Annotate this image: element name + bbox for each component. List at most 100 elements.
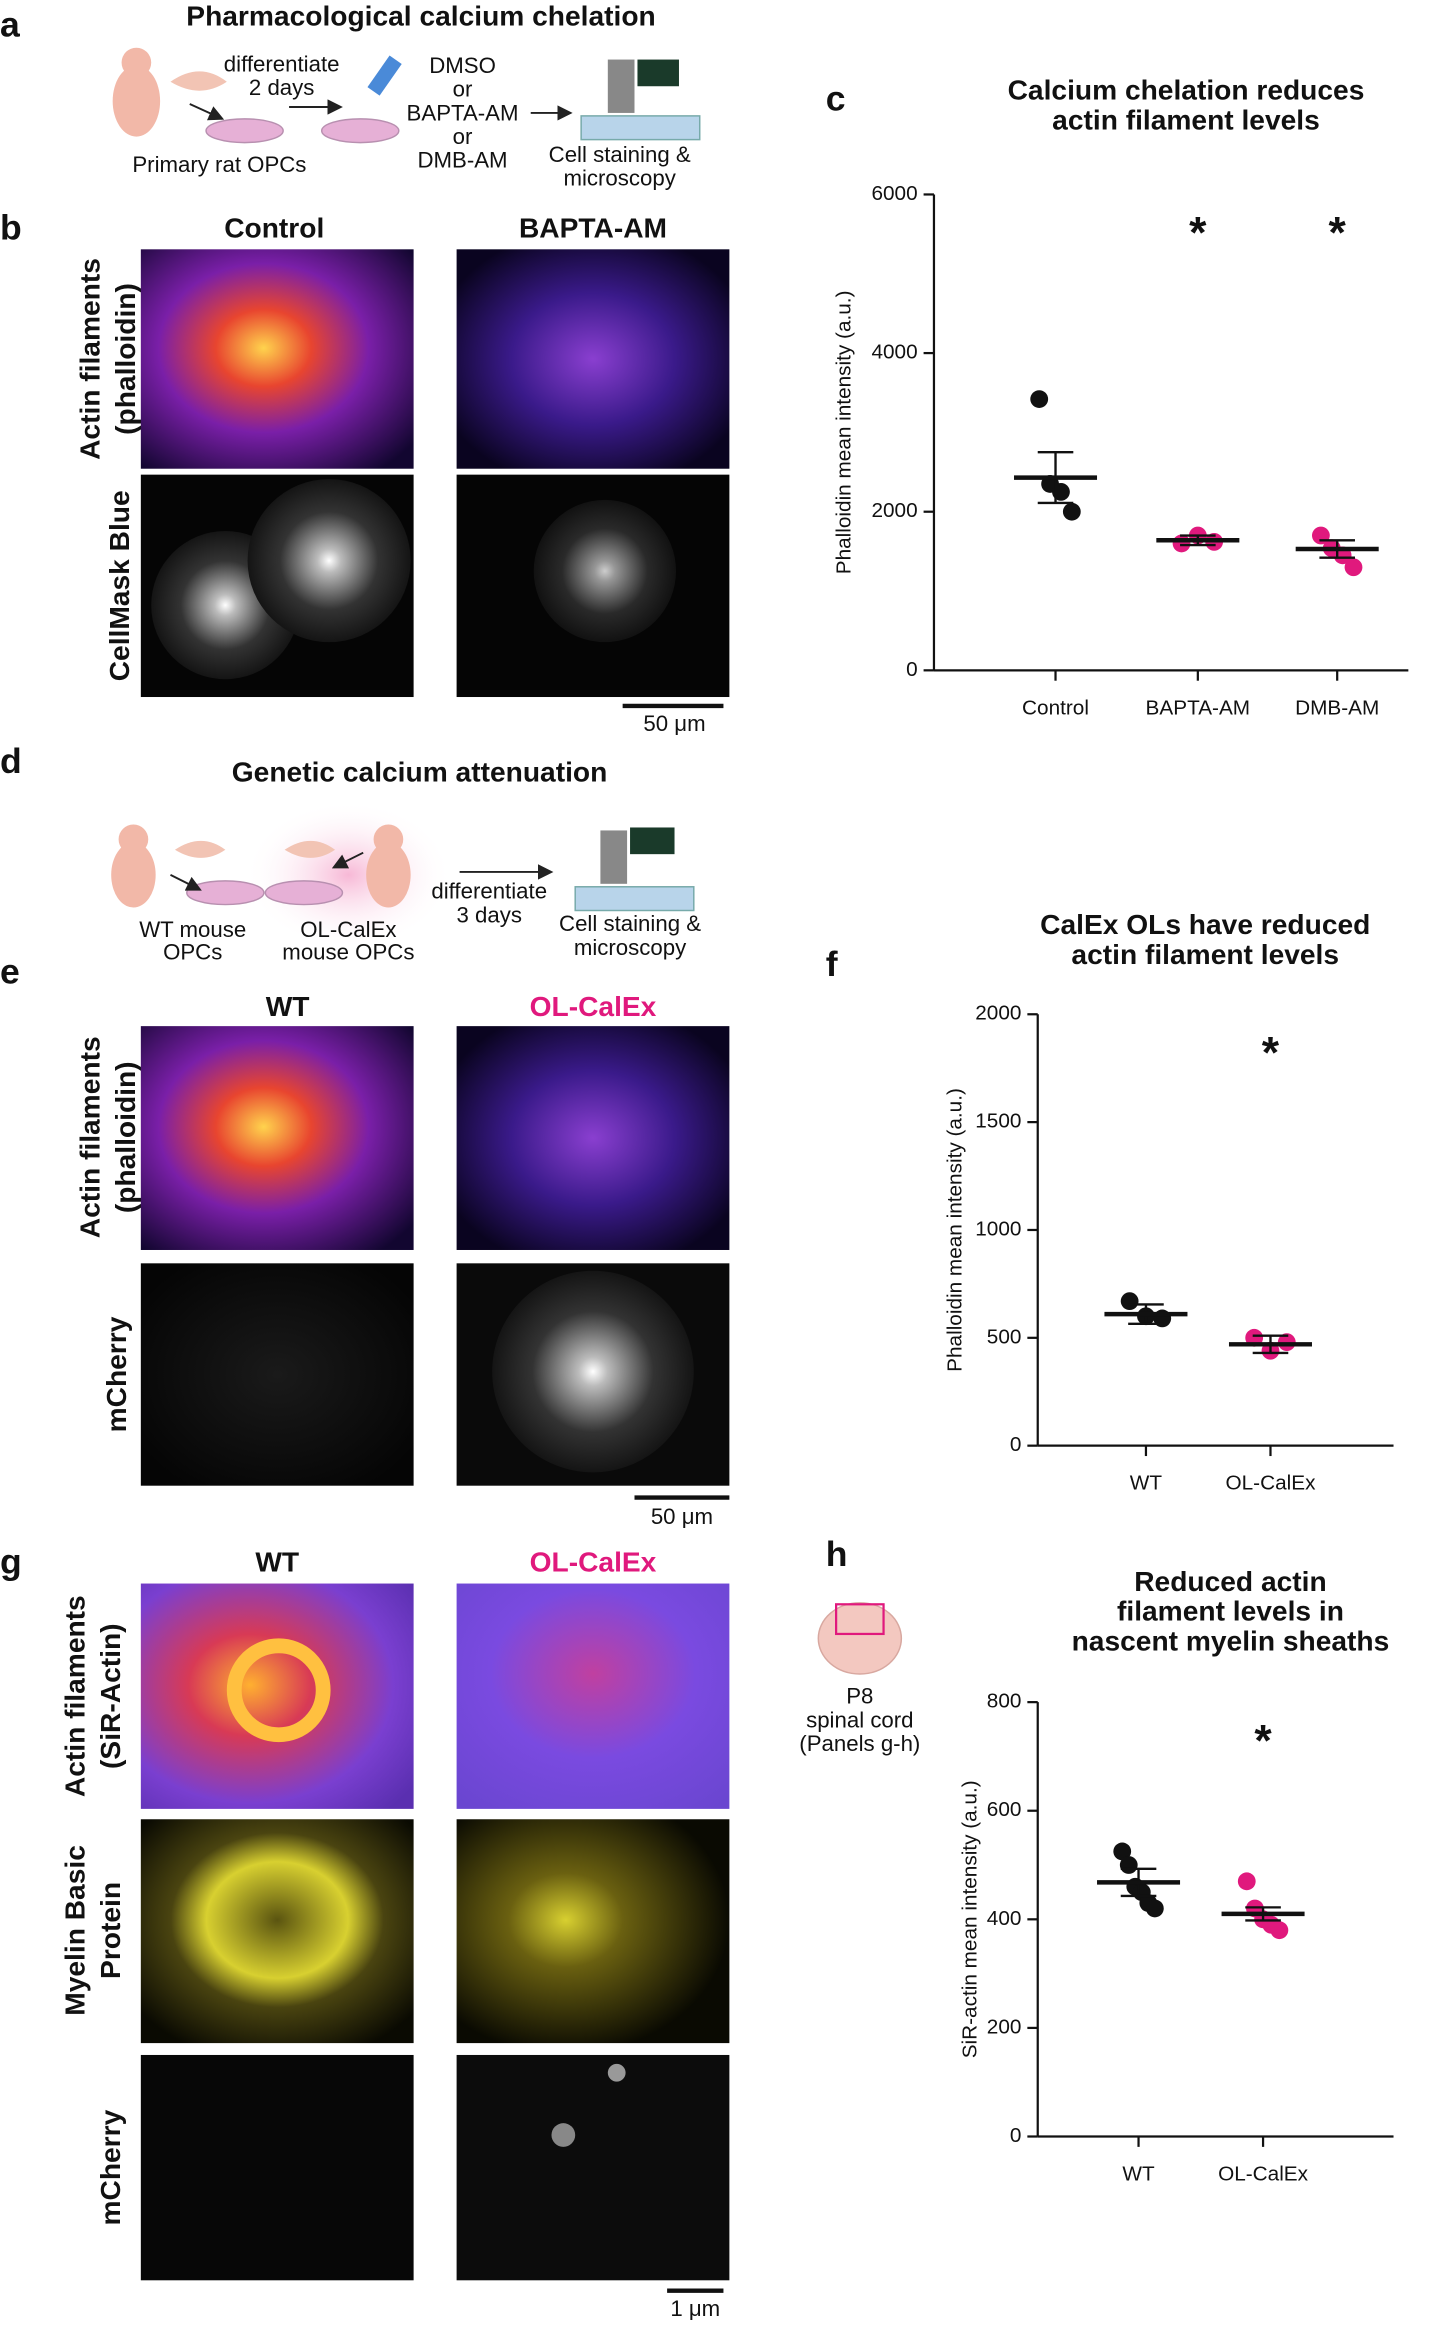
chart-title: nascent myelin sheaths: [1072, 1625, 1390, 1656]
y-tick-label: 2000: [871, 499, 917, 522]
panel-title: Genetic calcium attenuation: [232, 757, 608, 788]
label: OL-CalEx: [300, 917, 396, 942]
label: DMB-AM: [417, 148, 507, 173]
label: (Panels g-h): [799, 1731, 920, 1756]
scale-label: 50 μm: [651, 1504, 713, 1529]
scale-label: 1 μm: [670, 2296, 720, 2321]
panel-letter: b: [0, 207, 22, 247]
y-tick-label: 400: [987, 1907, 1022, 1930]
label: differentiate: [224, 51, 340, 76]
x-tick-label: DMB-AM: [1295, 696, 1379, 719]
column-header: OL-CalEx: [530, 1547, 657, 1578]
schematic-icons: [111, 800, 695, 950]
replicate-mean: [1120, 1292, 1139, 1311]
micrographs: [140, 1026, 730, 1486]
label: or: [453, 124, 473, 149]
panel-letter: e: [0, 952, 20, 992]
row-label: CellMask Blue: [104, 490, 135, 681]
y-tick-label: 500: [987, 1325, 1022, 1348]
label: Cell staining &: [549, 142, 691, 167]
replicate-mean: [1030, 390, 1049, 408]
column-header: Control: [224, 212, 324, 243]
y-axis-label: Phalloidin mean intensity (a.u.): [944, 1088, 967, 1372]
label: spinal cord: [806, 1707, 913, 1732]
arrow: [331, 851, 364, 869]
chart-title: actin filament levels: [1071, 939, 1339, 970]
y-tick-label: 2000: [975, 1002, 1021, 1025]
label: mouse OPCs: [282, 939, 414, 964]
row-label: Actin filaments: [74, 258, 105, 460]
x-tick-label: OL-CalEx: [1218, 2163, 1309, 2186]
schematic-icons: [112, 47, 701, 144]
label: microscopy: [574, 935, 687, 960]
column-header: WT: [255, 1547, 299, 1578]
row-label: (SiR-Actin): [95, 1623, 126, 1768]
panel-letter: c: [826, 78, 846, 118]
row-label: Myelin Basic: [60, 1845, 91, 2016]
y-tick-label: 4000: [871, 341, 917, 364]
micrographs: [140, 1583, 730, 2281]
y-tick-label: 800: [987, 1690, 1022, 1713]
significance: *: [1329, 209, 1347, 258]
spinal-cord-icon: [817, 1602, 903, 1675]
y-axis-label: Phalloidin mean intensity (a.u.): [832, 291, 855, 575]
y-axis-label: SiR-actin mean intensity (a.u.): [959, 1780, 982, 2058]
y-tick-label: 200: [987, 2015, 1022, 2038]
panel-letter: h: [826, 1534, 848, 1574]
micrographs: [140, 249, 730, 698]
x-tick-label: Control: [1022, 696, 1089, 719]
label: P8: [846, 1684, 873, 1709]
arrow: [189, 103, 225, 121]
label: Primary rat OPCs: [132, 152, 306, 177]
label: 3 days: [456, 902, 521, 927]
replicate-mean: [1145, 1899, 1164, 1918]
y-tick-label: 6000: [871, 182, 917, 205]
panel-letter: d: [0, 741, 22, 781]
chart-title: Calcium chelation reduces: [1008, 75, 1365, 106]
y-tick-label: 0: [1010, 2124, 1022, 2147]
column-header: WT: [266, 991, 310, 1022]
row-label: Actin filaments: [60, 1595, 91, 1797]
chart-title: CalEx OLs have reduced: [1040, 909, 1370, 940]
significance: *: [1262, 1029, 1280, 1078]
x-tick-label: WT: [1130, 1472, 1163, 1495]
panel-letter: f: [826, 944, 838, 984]
y-tick-label: 1000: [975, 1217, 1021, 1240]
panel-title: Pharmacological calcium chelation: [186, 0, 655, 31]
label: 2 days: [249, 75, 314, 100]
x-tick-label: WT: [1122, 2163, 1155, 2186]
replicate-mean: [1270, 1921, 1289, 1940]
column-header: BAPTA-AM: [519, 212, 667, 243]
chart-title: actin filament levels: [1052, 104, 1320, 135]
row-label: mCherry: [101, 1316, 132, 1432]
x-tick-label: OL-CalEx: [1226, 1472, 1317, 1495]
y-tick-label: 0: [906, 658, 918, 681]
label: DMSO: [429, 53, 496, 78]
x-tick-label: BAPTA-AM: [1146, 696, 1251, 719]
row-label: Protein: [95, 1882, 126, 1979]
replicate-mean: [1062, 502, 1081, 521]
label: OPCs: [163, 939, 222, 964]
y-tick-label: 600: [987, 1798, 1022, 1821]
label: or: [453, 77, 473, 102]
column-header: OL-CalEx: [530, 991, 657, 1022]
row-label: mCherry: [95, 2109, 126, 2225]
y-tick-label: 1500: [975, 1110, 1021, 1133]
replicate-mean: [1237, 1872, 1256, 1891]
scale-label: 50 μm: [643, 711, 705, 736]
replicate-mean: [1119, 1856, 1138, 1874]
label: microscopy: [563, 166, 676, 191]
replicate-mean: [1344, 558, 1363, 577]
row-label: Actin filaments: [74, 1036, 105, 1238]
label: differentiate: [431, 879, 547, 904]
row-label: (phalloidin): [110, 1061, 141, 1213]
label: WT mouse: [139, 917, 246, 942]
panel-letter: g: [0, 1542, 22, 1582]
row-label: (phalloidin): [110, 283, 141, 435]
chart-title: filament levels in: [1117, 1596, 1344, 1627]
arrow: [170, 874, 202, 891]
replicate-mean: [1113, 1842, 1132, 1861]
significance: *: [1189, 209, 1207, 258]
significance: *: [1254, 1716, 1272, 1765]
chart-title: Reduced actin: [1134, 1566, 1326, 1597]
